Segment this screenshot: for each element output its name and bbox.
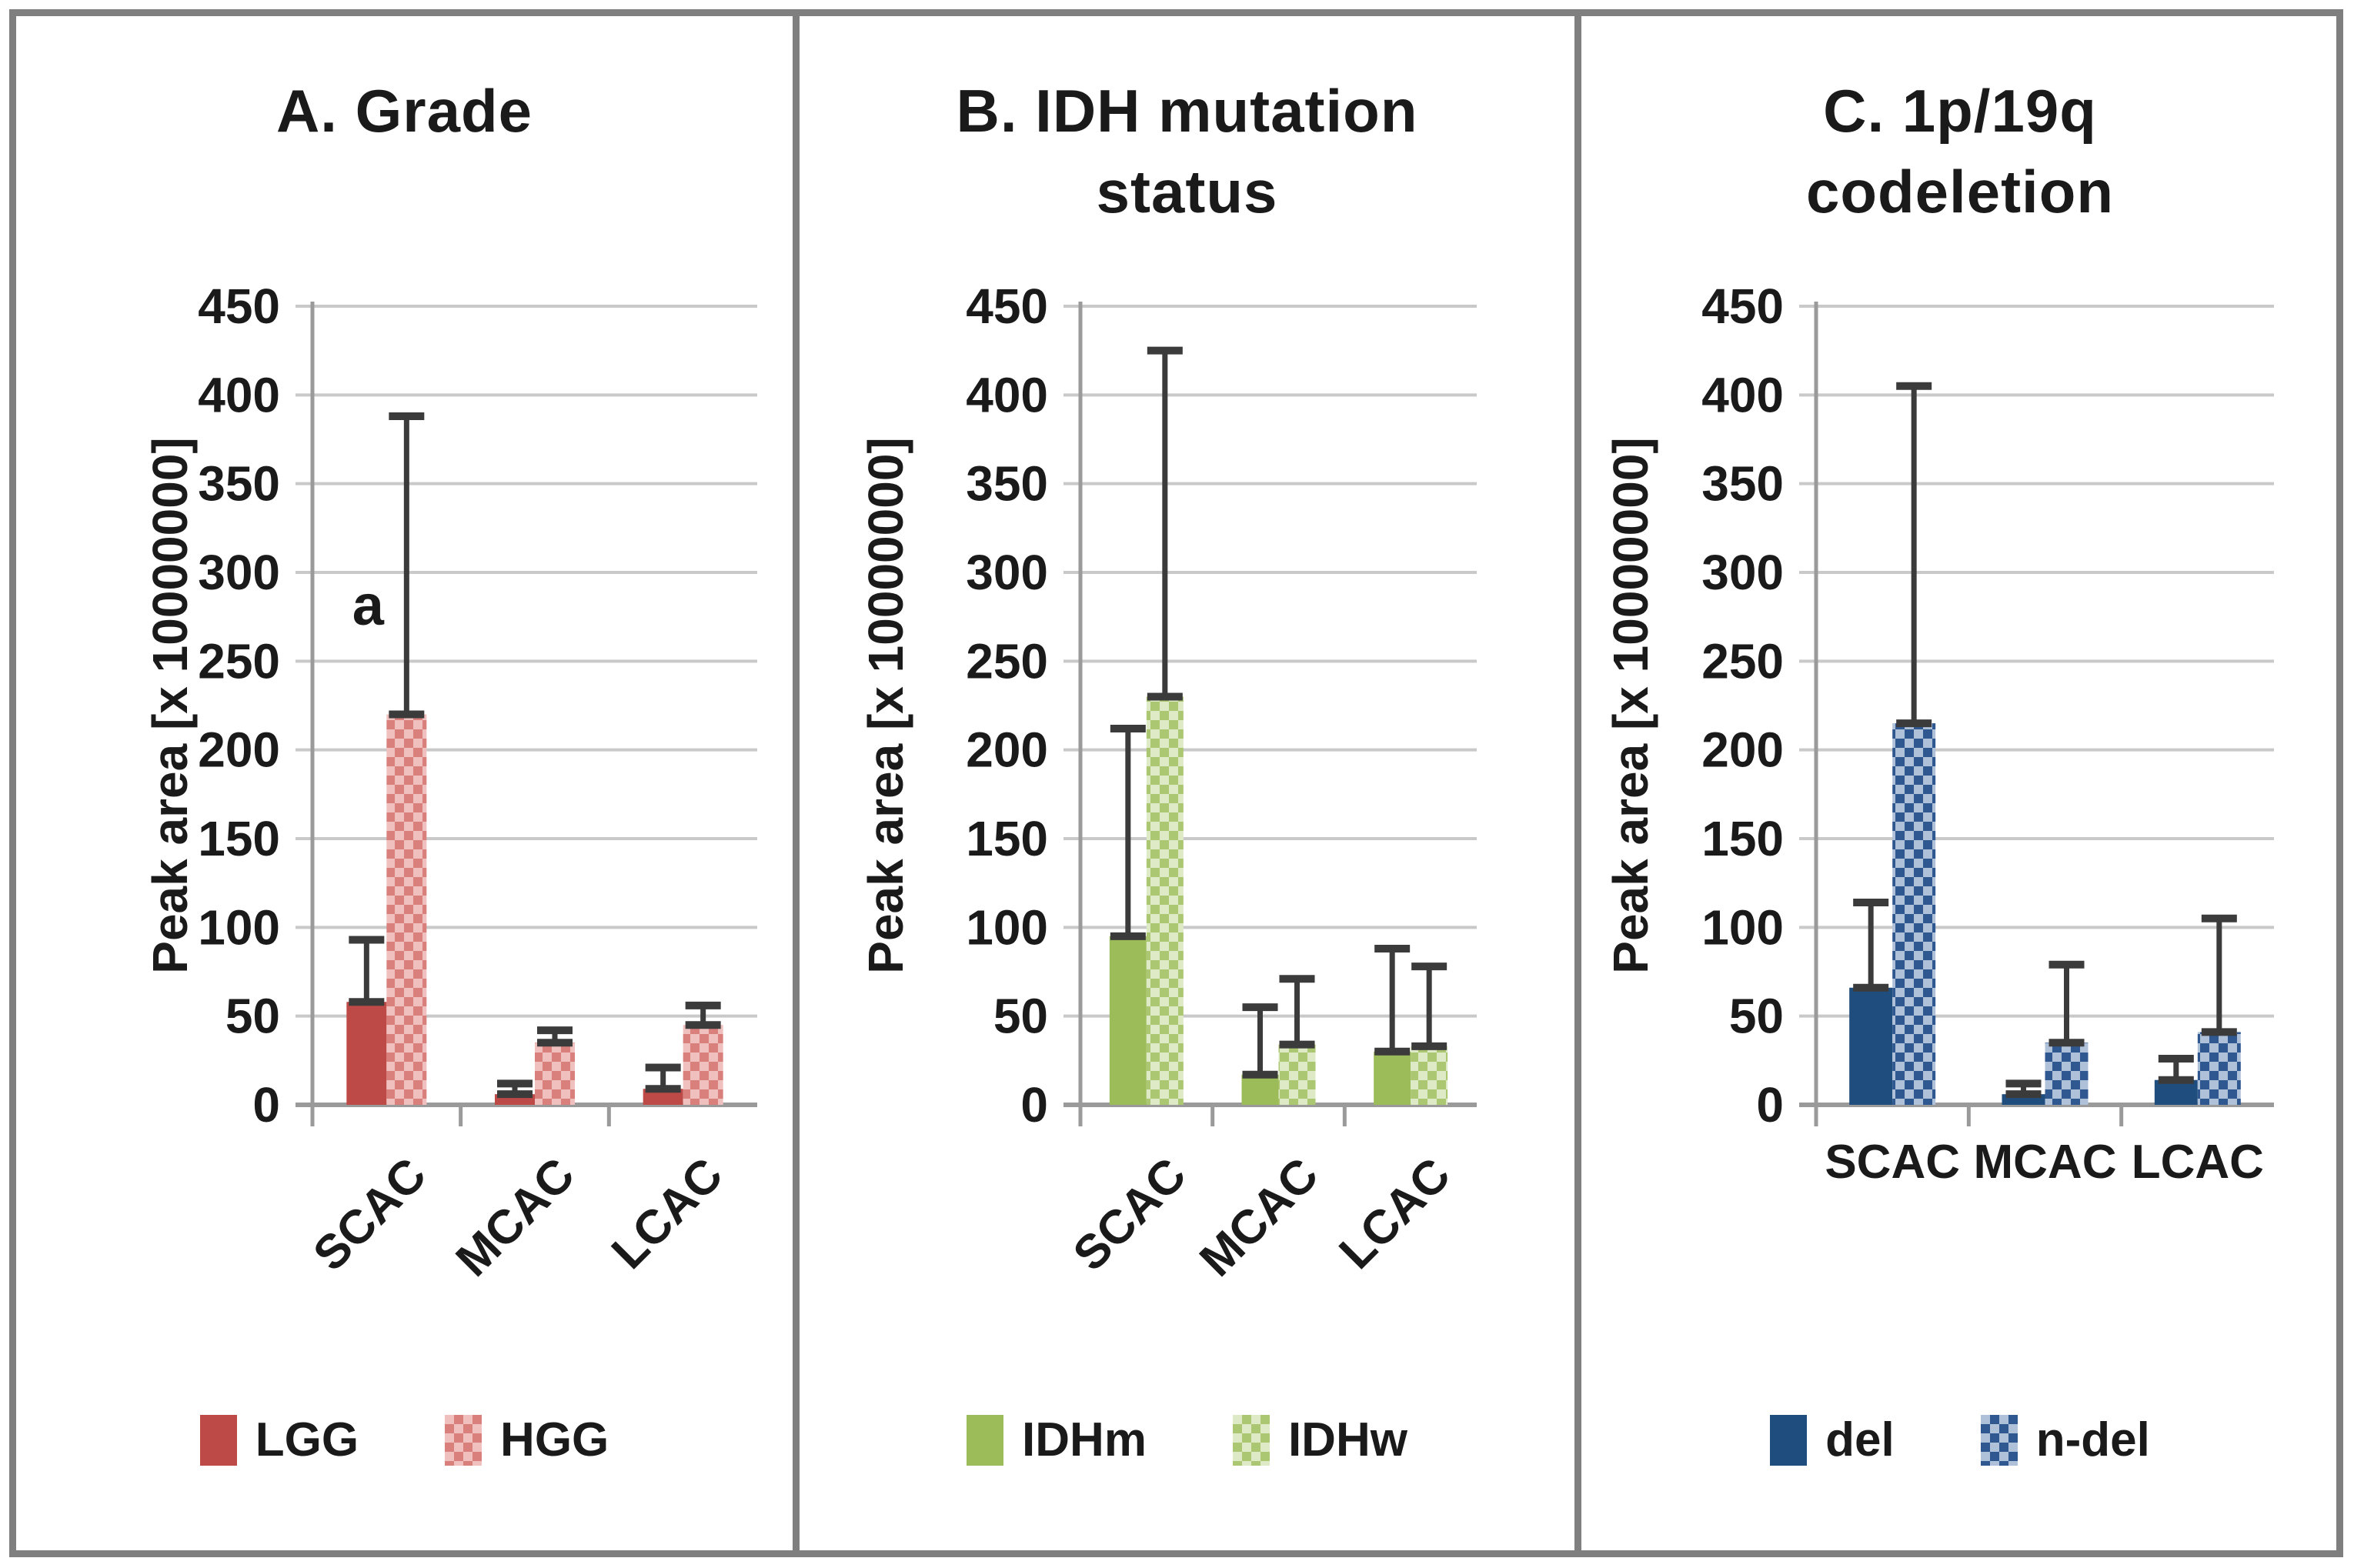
y-tick-label: 450 — [198, 279, 280, 334]
y-tick-label: 200 — [966, 722, 1048, 778]
bar-LCAC-n-del — [2197, 1032, 2241, 1105]
bar-SCAC-IDHm — [1109, 936, 1147, 1105]
x-category-label-MCAC: MCAC — [1974, 1136, 2117, 1189]
bar-LCAC-HGG — [683, 1025, 723, 1105]
legend-swatch-pattern — [1232, 1414, 1270, 1466]
y-tick-label: 350 — [1701, 456, 1784, 512]
y-tick-label: 150 — [198, 811, 280, 866]
y-tick-label: 150 — [1701, 811, 1784, 866]
y-tick-label: 400 — [198, 367, 280, 422]
x-category-label-LCAC: LCAC — [602, 1148, 733, 1279]
bar-chart-1p19q: 0 50 100 150 200 250 300 350 400 450 SCAC MCAC LCAC — [1701, 279, 2274, 1189]
x-category-label-SCAC: SCAC — [1063, 1148, 1197, 1281]
outer-frame — [9, 9, 2343, 1557]
bar-MCAC-n-del — [2045, 1043, 2089, 1105]
panel-divider-1 — [793, 9, 800, 1557]
x-category-label-SCAC: SCAC — [1825, 1136, 1960, 1189]
bar-MCAC-IDHm — [1241, 1074, 1279, 1105]
panel-title-line1: B. IDH mutation — [956, 77, 1418, 145]
bar-SCAC-LGG — [346, 1002, 387, 1105]
panel-title-line1: A. Grade — [275, 77, 533, 145]
x-category-label-LCAC: LCAC — [2132, 1136, 2264, 1189]
y-tick-label: 300 — [966, 545, 1048, 600]
panel-title-line2: status — [1096, 157, 1278, 225]
legend-swatch-pattern — [445, 1414, 482, 1466]
bar-LCAC-IDHm — [1374, 1051, 1411, 1105]
legend-item: del — [1770, 1413, 1895, 1467]
legend-swatch-solid — [199, 1414, 237, 1466]
bar-chart-grade: 0 50 100 150 200 250 300 350 400 450 SCAC MCAC LCAC a — [198, 279, 757, 1286]
legend: IDHm IDHw — [800, 1413, 1574, 1467]
y-tick-label: 400 — [1701, 367, 1784, 422]
bar-LCAC-del — [2154, 1079, 2198, 1105]
y-tick-label: 100 — [198, 899, 280, 955]
y-tick-label: 150 — [966, 811, 1048, 866]
y-tick-label: 0 — [252, 1077, 280, 1133]
y-tick-label: 250 — [198, 633, 280, 689]
legend-swatch-solid — [967, 1414, 1004, 1466]
legend-swatch-pattern — [1980, 1414, 2018, 1466]
legend: del n-del — [1581, 1413, 2339, 1467]
legend-item: IDHm — [967, 1413, 1147, 1467]
y-tick-label: 450 — [966, 279, 1048, 334]
legend-item: n-del — [1980, 1413, 2150, 1467]
y-tick-label: 100 — [966, 899, 1048, 955]
bar-LCAC-IDHw — [1411, 1046, 1448, 1105]
panel-divider-2 — [1574, 9, 1581, 1557]
panel-title: B. IDH mutation status — [800, 71, 1574, 232]
y-tick-label: 0 — [1020, 1077, 1048, 1133]
y-tick-label: 400 — [966, 367, 1048, 422]
y-tick-label: 300 — [198, 545, 280, 600]
y-tick-label: 250 — [1701, 633, 1784, 689]
legend-label: LGG — [255, 1413, 359, 1466]
bar-SCAC-n-del — [1892, 723, 1936, 1105]
legend-item: LGG — [199, 1413, 359, 1467]
legend-label: n-del — [2035, 1413, 2150, 1466]
y-tick-label: 350 — [198, 456, 280, 512]
legend-label: IDHm — [1022, 1413, 1147, 1466]
y-tick-label: 50 — [1729, 989, 1784, 1044]
panel-title-line2: codeletion — [1805, 157, 2115, 225]
annotation-a: a — [352, 573, 385, 637]
panel-title-line1: C. 1p/19q — [1823, 77, 2097, 145]
legend-swatch-solid — [1770, 1414, 1808, 1466]
x-category-label-MCAC: MCAC — [446, 1148, 585, 1286]
panel-grade: A. Grade Peak area [x 10000000] 0 50 100 15… — [16, 0, 793, 1568]
y-tick-label: 0 — [1756, 1077, 1784, 1133]
panel-title: C. 1p/19q codeletion — [1581, 71, 2339, 232]
y-tick-label: 100 — [1701, 899, 1784, 955]
y-tick-label: 50 — [225, 989, 280, 1044]
legend-label: del — [1825, 1413, 1895, 1466]
panel-idh-mutation-status: B. IDH mutation status Peak area [x 1000… — [800, 0, 1574, 1568]
bar-SCAC-del — [1849, 987, 1893, 1105]
x-category-label-LCAC: LCAC — [1330, 1148, 1461, 1279]
bar-SCAC-HGG — [386, 714, 427, 1105]
panel-title: A. Grade — [16, 71, 793, 152]
bar-MCAC-IDHw — [1278, 1044, 1316, 1105]
y-tick-label: 200 — [198, 722, 280, 778]
legend-label: HGG — [500, 1413, 609, 1466]
bar-MCAC-HGG — [535, 1043, 575, 1105]
y-tick-label: 350 — [966, 456, 1048, 512]
x-category-label-MCAC: MCAC — [1190, 1148, 1328, 1286]
x-category-label-SCAC: SCAC — [303, 1148, 436, 1281]
y-tick-label: 300 — [1701, 545, 1784, 600]
legend-item: IDHw — [1232, 1413, 1407, 1467]
legend-label: IDHw — [1287, 1413, 1407, 1466]
bar-LCAC-LGG — [643, 1089, 683, 1105]
y-tick-label: 450 — [1701, 279, 1784, 334]
y-tick-label: 200 — [1701, 722, 1784, 778]
y-tick-label: 250 — [966, 633, 1048, 689]
legend-item: HGG — [445, 1413, 609, 1467]
bar-SCAC-IDHw — [1146, 696, 1184, 1105]
panel-1p19q-codeletion: C. 1p/19q codeletion Peak area [x 100000… — [1581, 0, 2339, 1568]
y-tick-label: 50 — [993, 989, 1048, 1044]
legend: LGG HGG — [16, 1413, 793, 1467]
